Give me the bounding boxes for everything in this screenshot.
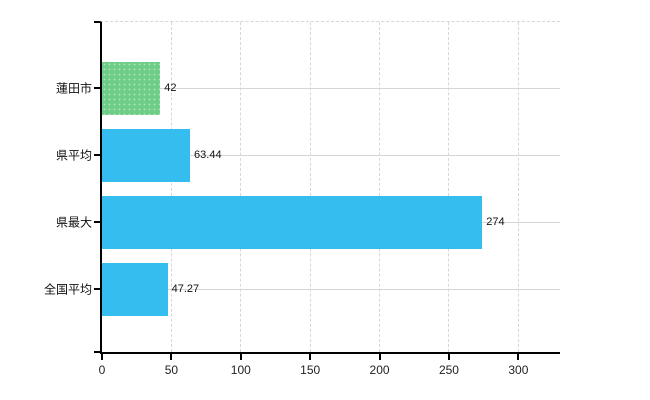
- x-axis-tick: [239, 354, 242, 360]
- bar-value-label: 42: [164, 82, 177, 95]
- x-axis-tick-label: 300: [508, 363, 529, 377]
- gridline-horizontal: [102, 289, 560, 291]
- y-axis-tick: [94, 351, 100, 353]
- bar-1: [102, 61, 161, 115]
- bar-3: [102, 195, 483, 249]
- bar-value-label: 63.44: [194, 149, 222, 162]
- x-axis-tick: [101, 354, 103, 360]
- y-axis-tick: [94, 87, 100, 90]
- gridline-horizontal: [102, 155, 560, 157]
- x-axis-tick: [309, 354, 312, 360]
- bar-value-label: 274: [486, 216, 505, 229]
- gridline-vertical: [448, 22, 450, 352]
- plot-area: 42 63.44 274 47.27 0 50 100 150 200 250 300: [94, 21, 560, 377]
- y-axis-category-label: 県最大: [55, 215, 92, 230]
- bar-4: [102, 262, 168, 316]
- y-axis-category-label: 県平均: [55, 148, 92, 163]
- gridline-vertical: [379, 22, 381, 352]
- gridline-vertical: [309, 22, 311, 352]
- y-axis-tick: [94, 221, 100, 224]
- y-axis-category-label: 全国平均: [43, 282, 92, 297]
- y-axis-category-label: 蓮田市: [55, 81, 92, 96]
- gridline-vertical: [240, 22, 242, 352]
- x-axis-tick-label: 100: [230, 363, 251, 377]
- gridline-horizontal: [102, 88, 560, 90]
- x-axis-tick: [170, 354, 173, 360]
- gridline-vertical: [517, 22, 519, 352]
- x-axis-tick-label: 50: [164, 363, 179, 377]
- gridline-vertical: [170, 22, 172, 352]
- x-axis-tick: [447, 354, 450, 360]
- bar-value-label: 47.27: [171, 283, 200, 296]
- x-axis-tick-label: 250: [438, 363, 459, 377]
- bar-2: [102, 128, 191, 182]
- x-axis-tick-label: 200: [369, 363, 390, 377]
- y-axis-tick: [94, 154, 100, 157]
- y-axis-tick: [94, 288, 100, 291]
- x-axis-tick: [517, 354, 520, 360]
- x-axis-tick-label: 0: [98, 363, 106, 377]
- y-axis-tick: [94, 21, 100, 23]
- x-axis-tick-label: 150: [300, 363, 321, 377]
- x-axis-tick: [378, 354, 381, 360]
